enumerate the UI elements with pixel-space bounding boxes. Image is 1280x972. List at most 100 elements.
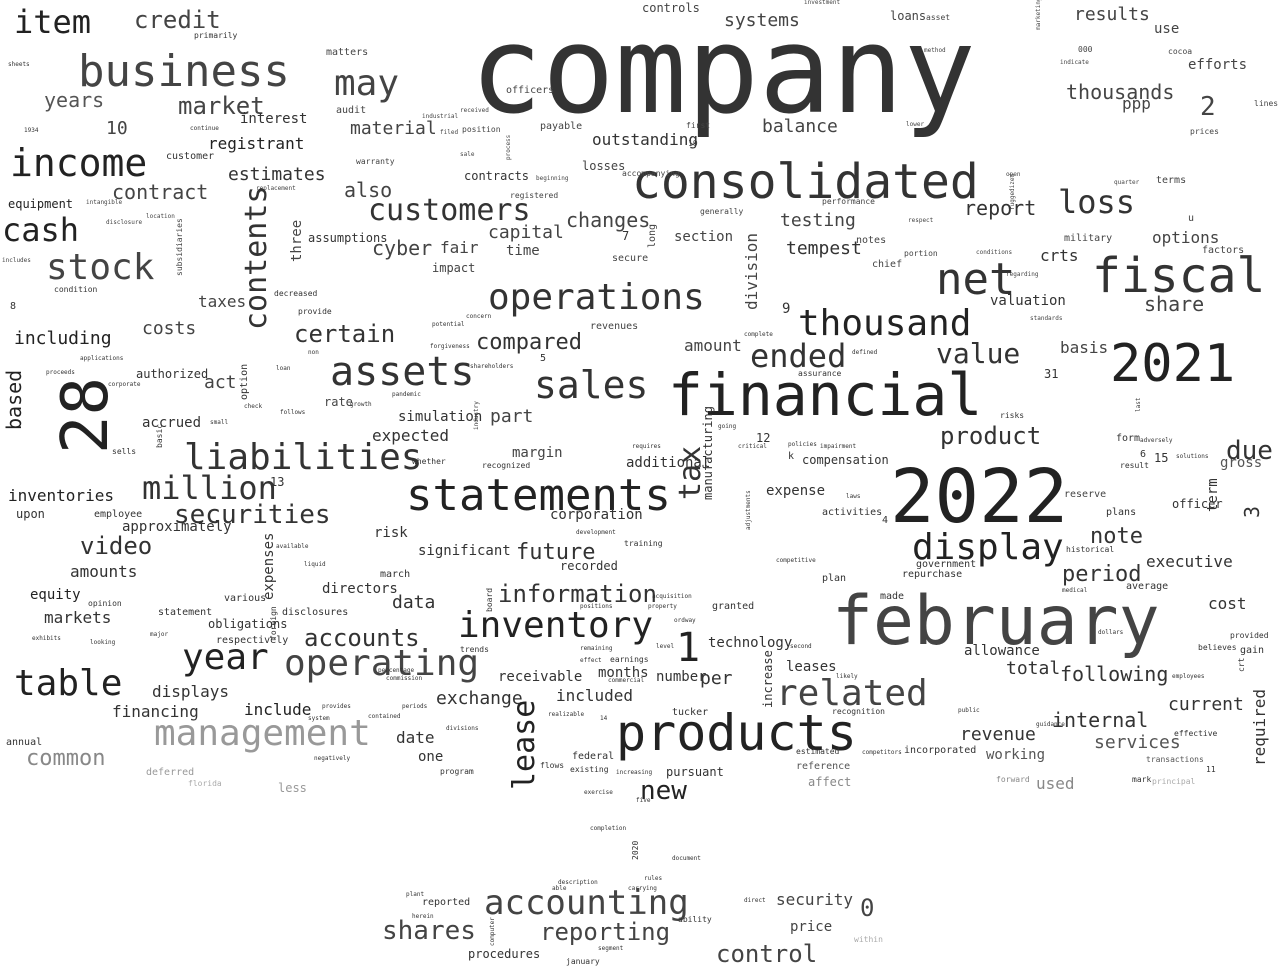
cloud-word: long — [647, 223, 658, 248]
cloud-word: cash — [2, 211, 80, 249]
cloud-word: development — [576, 529, 616, 536]
cloud-word: within — [854, 935, 883, 944]
cloud-word: display — [912, 527, 1064, 568]
cloud-word: lower — [906, 121, 925, 128]
cloud-word: position — [462, 125, 501, 134]
cloud-word: program — [440, 767, 474, 776]
cloud-word: included — [556, 686, 634, 705]
cloud-word: 12 — [756, 431, 771, 445]
cloud-word: chief — [872, 259, 903, 270]
cloud-word: per — [700, 668, 733, 689]
cloud-word: sells — [112, 447, 137, 456]
cloud-word: prices — [1190, 127, 1219, 136]
cloud-word: less — [278, 781, 307, 795]
cloud-word: note — [1090, 524, 1143, 549]
cloud-word: level — [656, 643, 675, 650]
cloud-word: losses — [582, 159, 626, 173]
cloud-word: directors — [322, 581, 398, 597]
cloud-word: cyber — [372, 236, 433, 260]
cloud-word: primarily — [194, 31, 238, 40]
cloud-word: reserve — [1064, 489, 1107, 500]
cloud-word: sale — [460, 151, 475, 158]
cloud-word: portion — [904, 249, 938, 258]
cloud-word: upon — [16, 507, 45, 521]
cloud-word: executive — [1146, 552, 1233, 571]
cloud-word: generally — [700, 207, 744, 216]
cloud-word: document — [672, 855, 701, 862]
cloud-word: credit — [134, 6, 221, 34]
cloud-word: options — [1152, 228, 1220, 247]
cloud-word: pursuant — [666, 765, 724, 779]
cloud-word: critical — [738, 443, 767, 450]
cloud-word: date — [396, 728, 435, 747]
cloud-word: computer — [489, 917, 496, 946]
cloud-word: market — [178, 92, 265, 120]
cloud-word: financial — [668, 361, 983, 429]
cloud-word: liquid — [304, 561, 326, 568]
cloud-word: 000 — [1078, 45, 1093, 54]
cloud-word: herein — [412, 913, 434, 920]
cloud-word: asset — [926, 13, 951, 22]
cloud-word: provide — [298, 307, 332, 316]
cloud-word: repurchase — [902, 569, 963, 580]
cloud-word: months — [598, 665, 649, 681]
cloud-word: balance — [762, 116, 838, 137]
cloud-word: percentage — [378, 667, 415, 674]
cloud-word: price — [790, 919, 833, 935]
cloud-word: years — [44, 88, 105, 112]
cloud-word: officer — [1172, 497, 1223, 511]
cloud-word: thousand — [798, 303, 972, 344]
cloud-word: forward — [996, 775, 1030, 784]
cloud-word: accounts — [304, 624, 420, 652]
cloud-word: check — [244, 403, 263, 410]
cloud-word: product — [940, 422, 1042, 450]
cloud-word: employee — [94, 509, 143, 520]
cloud-word: industry — [473, 401, 480, 430]
cloud-word: 6 — [1140, 449, 1147, 460]
cloud-word: proceeds — [46, 369, 75, 376]
cloud-word: 2020 — [631, 840, 640, 860]
cloud-word: item — [14, 3, 92, 41]
cloud-word: subsidiaries — [175, 218, 184, 276]
cloud-word: 19 — [688, 139, 698, 148]
cloud-word: rules — [644, 875, 663, 882]
cloud-word: flows — [540, 761, 565, 770]
cloud-word: accompanying — [622, 169, 680, 178]
cloud-word: operations — [488, 277, 705, 318]
cloud-word: 14 — [600, 715, 608, 722]
cloud-word: one — [418, 749, 444, 765]
cloud-word: estimated — [796, 747, 840, 756]
cloud-word: second — [790, 643, 812, 650]
cloud-word: report — [964, 196, 1037, 220]
cloud-word: audit — [336, 105, 367, 116]
cloud-word: opinion — [88, 599, 122, 608]
cloud-word: received — [460, 107, 489, 114]
cloud-word: decreased — [274, 289, 318, 298]
cloud-word: total — [1006, 658, 1061, 679]
cloud-word: act — [204, 372, 237, 393]
cloud-word: transactions — [1146, 755, 1204, 764]
cloud-word: method — [924, 47, 946, 54]
cloud-word: systems — [724, 10, 800, 31]
cloud-word: risk — [374, 525, 408, 541]
cloud-word: following — [1060, 662, 1169, 686]
cloud-word: adversely — [1140, 437, 1173, 444]
cloud-word: earnings — [610, 655, 649, 664]
cloud-word: data — [392, 592, 436, 613]
cloud-word: filed — [440, 129, 459, 136]
cloud-word: performance — [822, 197, 875, 206]
cloud-word: property — [648, 603, 677, 610]
cloud-word: including — [14, 328, 112, 349]
cloud-word: internal — [1052, 708, 1149, 732]
cloud-word: potential — [432, 321, 465, 328]
cloud-word: form — [1116, 433, 1141, 444]
cloud-word: testing — [780, 210, 856, 231]
cloud-word: number — [656, 669, 707, 685]
cloud-word: commission — [386, 675, 423, 682]
cloud-word: current — [1168, 694, 1244, 715]
cloud-word: direct — [744, 897, 766, 904]
cloud-word: technology — [708, 635, 793, 651]
cloud-word: gross — [1220, 455, 1263, 471]
cloud-word: based — [2, 369, 26, 430]
cloud-word: cocoa — [1168, 47, 1193, 56]
